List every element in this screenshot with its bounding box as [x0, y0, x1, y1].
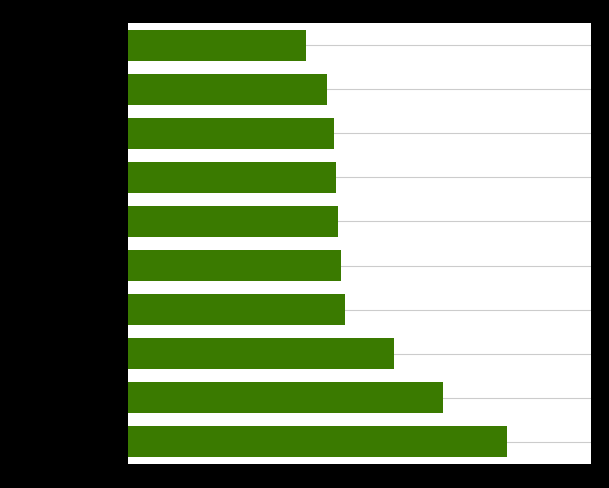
Bar — [128, 31, 306, 62]
Bar — [128, 119, 334, 150]
Bar — [128, 294, 345, 325]
Bar — [128, 75, 327, 106]
Bar — [128, 338, 394, 369]
Bar — [128, 426, 507, 457]
Bar — [128, 382, 443, 413]
Bar — [128, 206, 339, 238]
Bar — [128, 250, 341, 282]
Bar — [128, 163, 336, 194]
